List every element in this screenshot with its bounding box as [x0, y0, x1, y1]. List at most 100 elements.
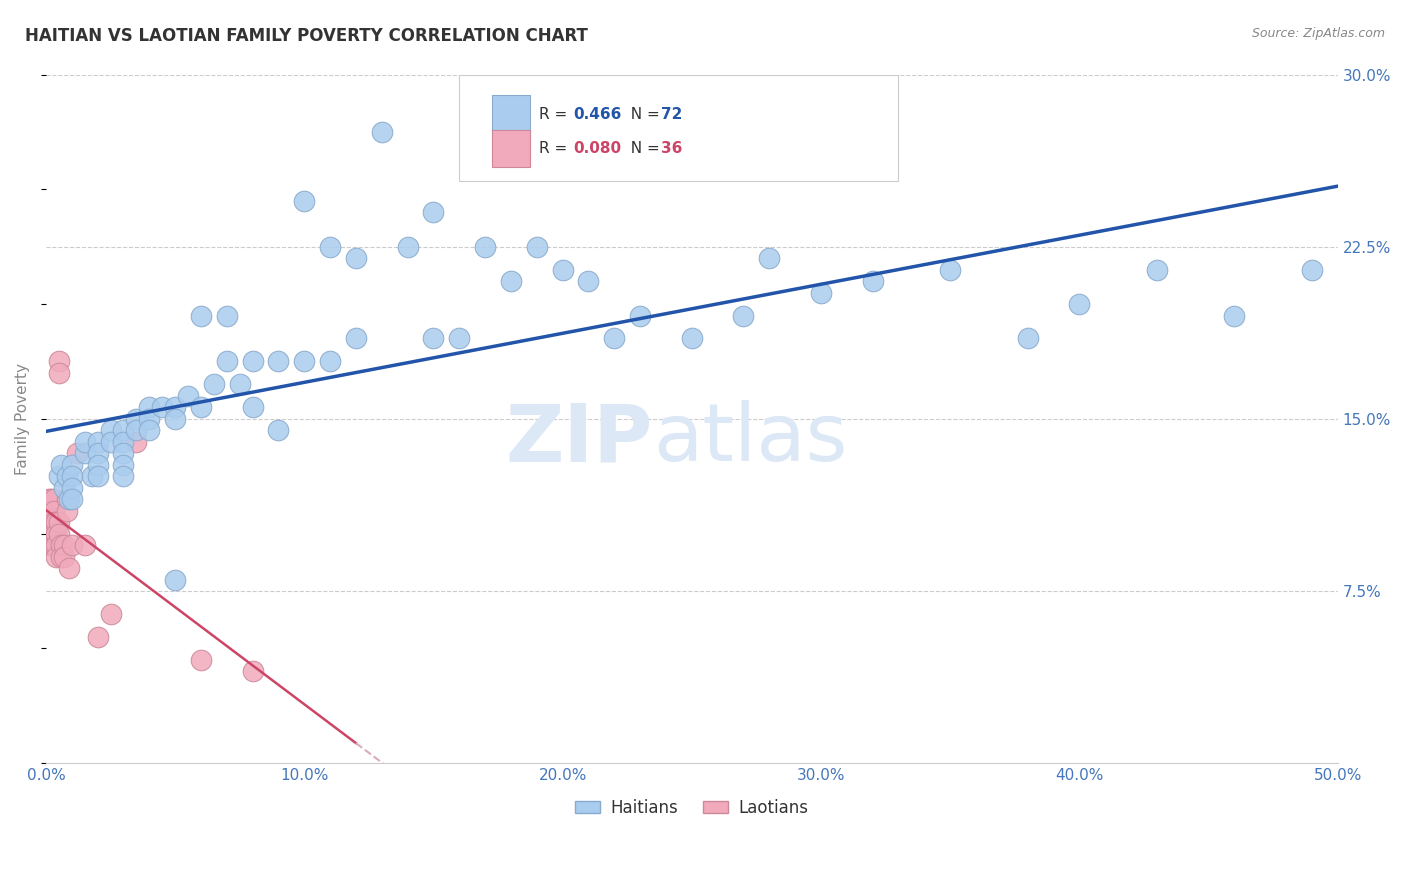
Point — [39, 492, 62, 507]
Point — [100, 423, 122, 437]
Point — [190, 653, 212, 667]
Point — [1017, 331, 1039, 345]
FancyBboxPatch shape — [492, 129, 530, 168]
Point — [60, 538, 83, 552]
Point — [422, 205, 444, 219]
Point — [66, 446, 89, 460]
Point — [73, 434, 96, 449]
FancyBboxPatch shape — [492, 95, 530, 133]
Point — [551, 262, 574, 277]
Point — [60, 481, 83, 495]
Point — [422, 331, 444, 345]
Point — [112, 423, 135, 437]
Point — [267, 423, 290, 437]
Point — [38, 515, 60, 529]
Point — [177, 389, 200, 403]
Text: N =: N = — [621, 142, 665, 156]
Point — [60, 458, 83, 472]
Point — [39, 538, 62, 552]
Text: HAITIAN VS LAOTIAN FAMILY POVERTY CORRELATION CHART: HAITIAN VS LAOTIAN FAMILY POVERTY CORREL… — [25, 27, 588, 45]
Point — [526, 240, 548, 254]
Text: 72: 72 — [661, 107, 682, 122]
Point — [150, 401, 173, 415]
Point — [86, 446, 108, 460]
Point — [51, 538, 73, 552]
Point — [42, 526, 65, 541]
Point — [628, 309, 651, 323]
Point — [55, 492, 77, 507]
Point — [228, 377, 250, 392]
Point — [125, 423, 148, 437]
Text: N =: N = — [621, 107, 665, 122]
Legend: Haitians, Laotians: Haitians, Laotians — [569, 792, 815, 823]
Point — [58, 561, 80, 575]
Point — [138, 423, 160, 437]
Point — [48, 366, 70, 380]
Point — [1301, 262, 1323, 277]
Point — [681, 331, 703, 345]
Point — [138, 412, 160, 426]
Point — [267, 354, 290, 368]
Point — [190, 309, 212, 323]
Point — [474, 240, 496, 254]
Point — [48, 515, 70, 529]
Point — [48, 526, 70, 541]
Point — [344, 251, 367, 265]
Point — [242, 665, 264, 679]
Point — [215, 354, 238, 368]
Point — [138, 401, 160, 415]
Text: R =: R = — [540, 142, 572, 156]
Point — [53, 481, 76, 495]
Point — [55, 503, 77, 517]
Point — [48, 354, 70, 368]
Point — [53, 549, 76, 564]
Text: ZIP: ZIP — [506, 401, 652, 478]
Text: 36: 36 — [661, 142, 682, 156]
Point — [73, 538, 96, 552]
Point — [112, 458, 135, 472]
Point — [344, 331, 367, 345]
Point — [58, 492, 80, 507]
Point — [53, 538, 76, 552]
Point — [733, 309, 755, 323]
Point — [499, 274, 522, 288]
Point — [292, 194, 315, 208]
Point — [51, 549, 73, 564]
Point — [38, 538, 60, 552]
Point — [758, 251, 780, 265]
Point — [38, 492, 60, 507]
Point — [165, 412, 187, 426]
FancyBboxPatch shape — [460, 75, 898, 181]
Point — [73, 446, 96, 460]
Point — [39, 515, 62, 529]
Point — [45, 515, 67, 529]
Point — [165, 401, 187, 415]
Point — [86, 630, 108, 644]
Point — [112, 434, 135, 449]
Point — [125, 412, 148, 426]
Point — [100, 434, 122, 449]
Point — [1146, 262, 1168, 277]
Point — [603, 331, 626, 345]
Point — [42, 503, 65, 517]
Point — [319, 354, 342, 368]
Point — [42, 492, 65, 507]
Point — [100, 607, 122, 621]
Point — [292, 354, 315, 368]
Point — [810, 285, 832, 300]
Point — [45, 549, 67, 564]
Point — [112, 446, 135, 460]
Point — [215, 309, 238, 323]
Point — [45, 538, 67, 552]
Point — [165, 573, 187, 587]
Point — [242, 354, 264, 368]
Point — [60, 469, 83, 483]
Point — [51, 458, 73, 472]
Point — [86, 434, 108, 449]
Text: Source: ZipAtlas.com: Source: ZipAtlas.com — [1251, 27, 1385, 40]
Point — [112, 469, 135, 483]
Point — [242, 401, 264, 415]
Point — [48, 469, 70, 483]
Point — [86, 458, 108, 472]
Point — [1223, 309, 1246, 323]
